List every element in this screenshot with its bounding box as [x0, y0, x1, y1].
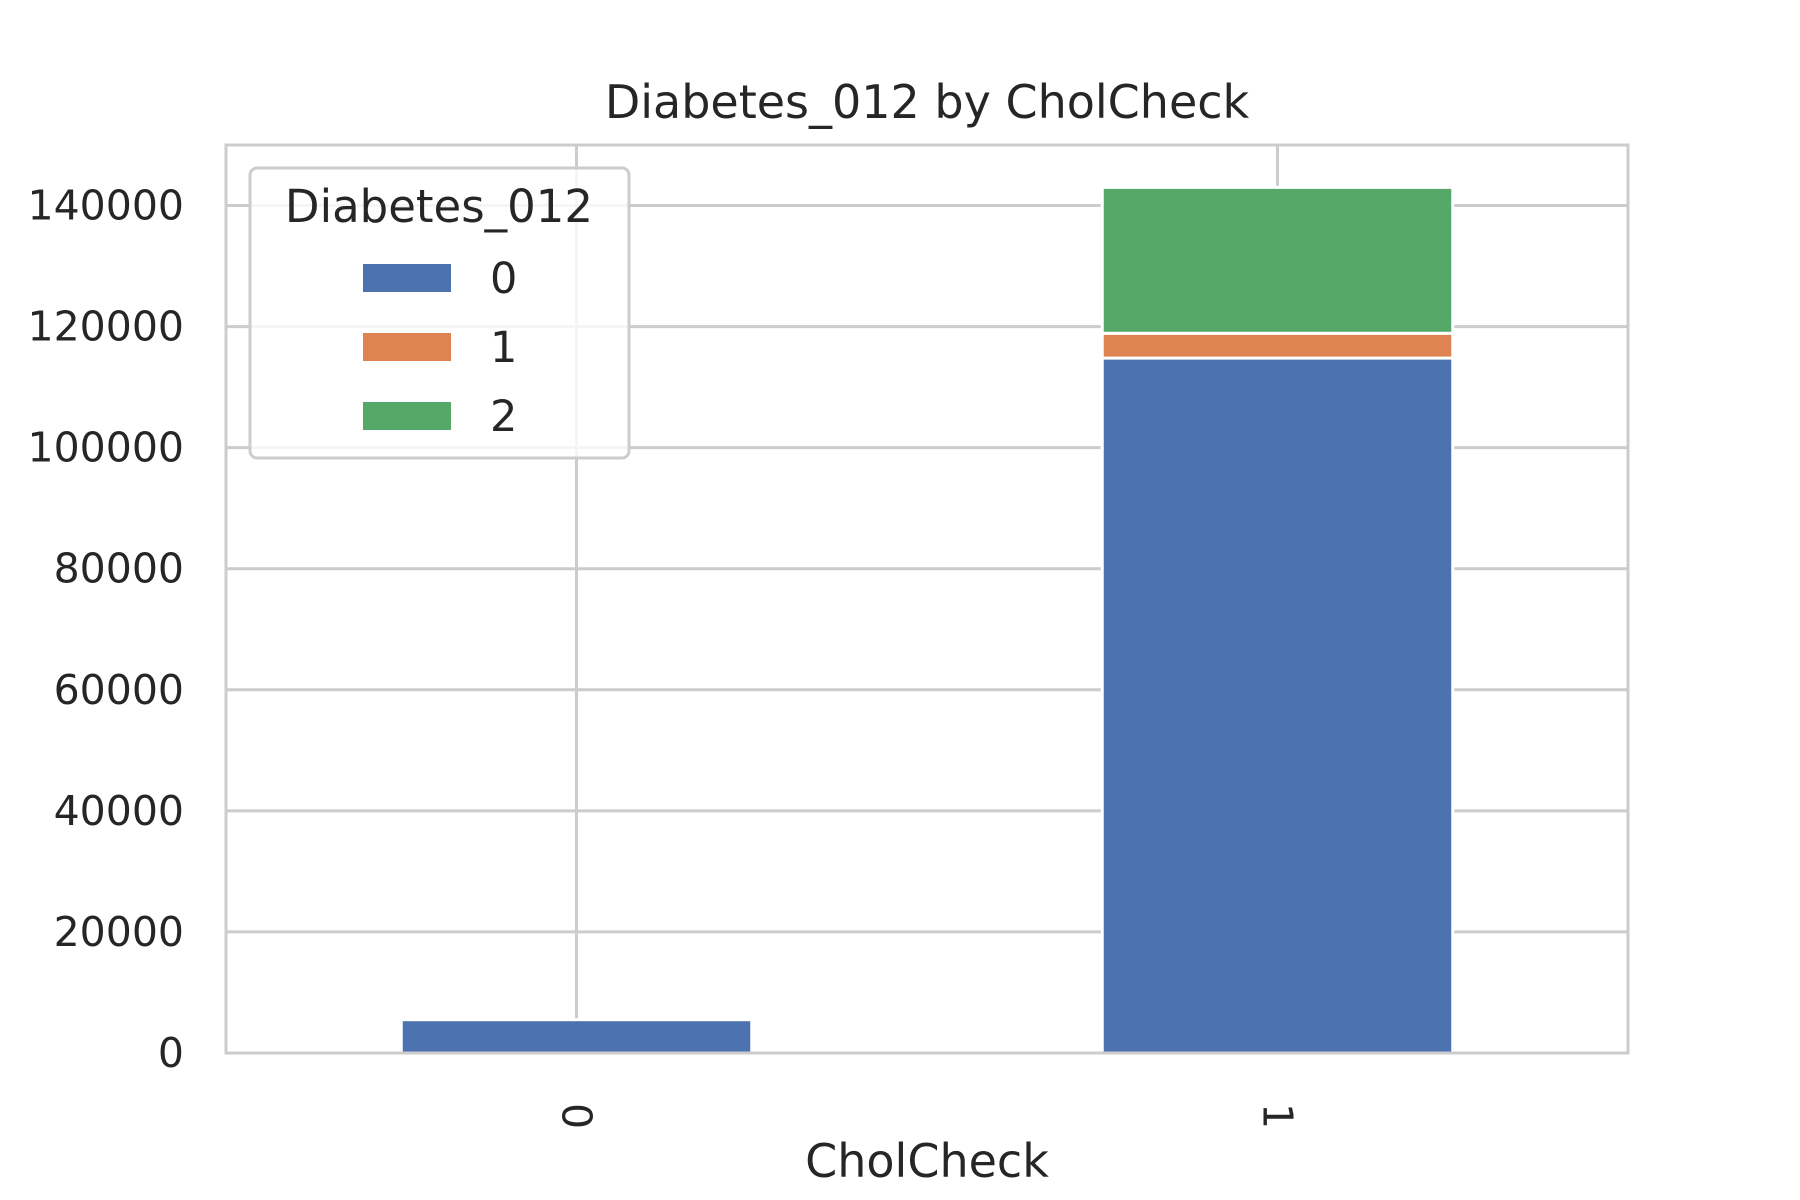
y-tick-label: 40000 — [54, 787, 184, 835]
y-tick-label: 0 — [158, 1029, 184, 1077]
bar-segment — [399, 1018, 754, 1055]
x-tick-label: 0 — [553, 1103, 601, 1129]
y-tick-label: 20000 — [54, 908, 184, 956]
legend-title: Diabetes_012 — [285, 180, 593, 233]
y-tick-label: 80000 — [54, 545, 184, 593]
y-tick-label: 60000 — [54, 666, 184, 714]
legend-swatch — [363, 333, 451, 361]
x-tick-label: 1 — [1254, 1103, 1302, 1129]
legend-label: 1 — [490, 323, 517, 373]
legend-swatch — [363, 264, 451, 292]
chart-title: Diabetes_012 by CholCheck — [605, 75, 1250, 129]
legend-box — [248, 166, 631, 460]
legend-label: 2 — [490, 392, 517, 442]
legend-label: 0 — [490, 254, 517, 304]
plot-frame — [224, 143, 1630, 1055]
bars — [399, 185, 1455, 1055]
y-tick-label: 120000 — [27, 303, 184, 351]
bar-segment — [1100, 185, 1455, 335]
bar-segment — [1100, 356, 1455, 1055]
x-axis-label: CholCheck — [805, 1134, 1049, 1188]
legend-swatch — [363, 402, 451, 430]
y-tick-label: 140000 — [27, 182, 184, 230]
legend: Diabetes_012 0 1 2 — [248, 166, 631, 460]
y-tick-labels: 0 20000 40000 60000 80000 100000 120000 140000 — [27, 182, 184, 1077]
bar-segment — [1100, 331, 1455, 360]
y-tick-label: 100000 — [27, 424, 184, 472]
